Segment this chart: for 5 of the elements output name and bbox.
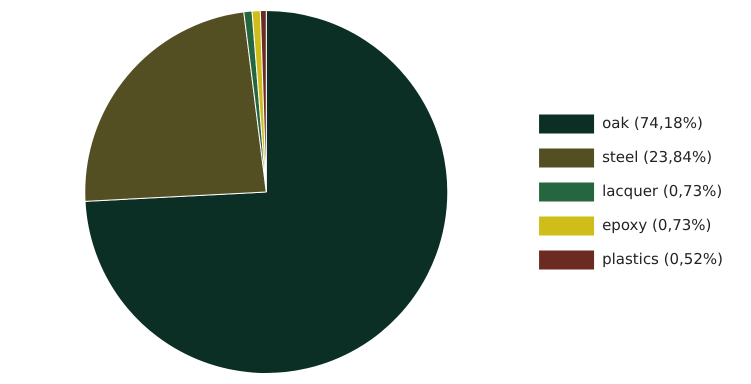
legend-label: lacquer (0,73%) [602, 182, 722, 200]
legend-label: oak (74,18%) [602, 114, 703, 132]
legend-label: steel (23,84%) [602, 148, 712, 166]
legend-label: epoxy (0,73%) [602, 216, 712, 234]
legend-label: plastics (0,52%) [602, 250, 724, 268]
